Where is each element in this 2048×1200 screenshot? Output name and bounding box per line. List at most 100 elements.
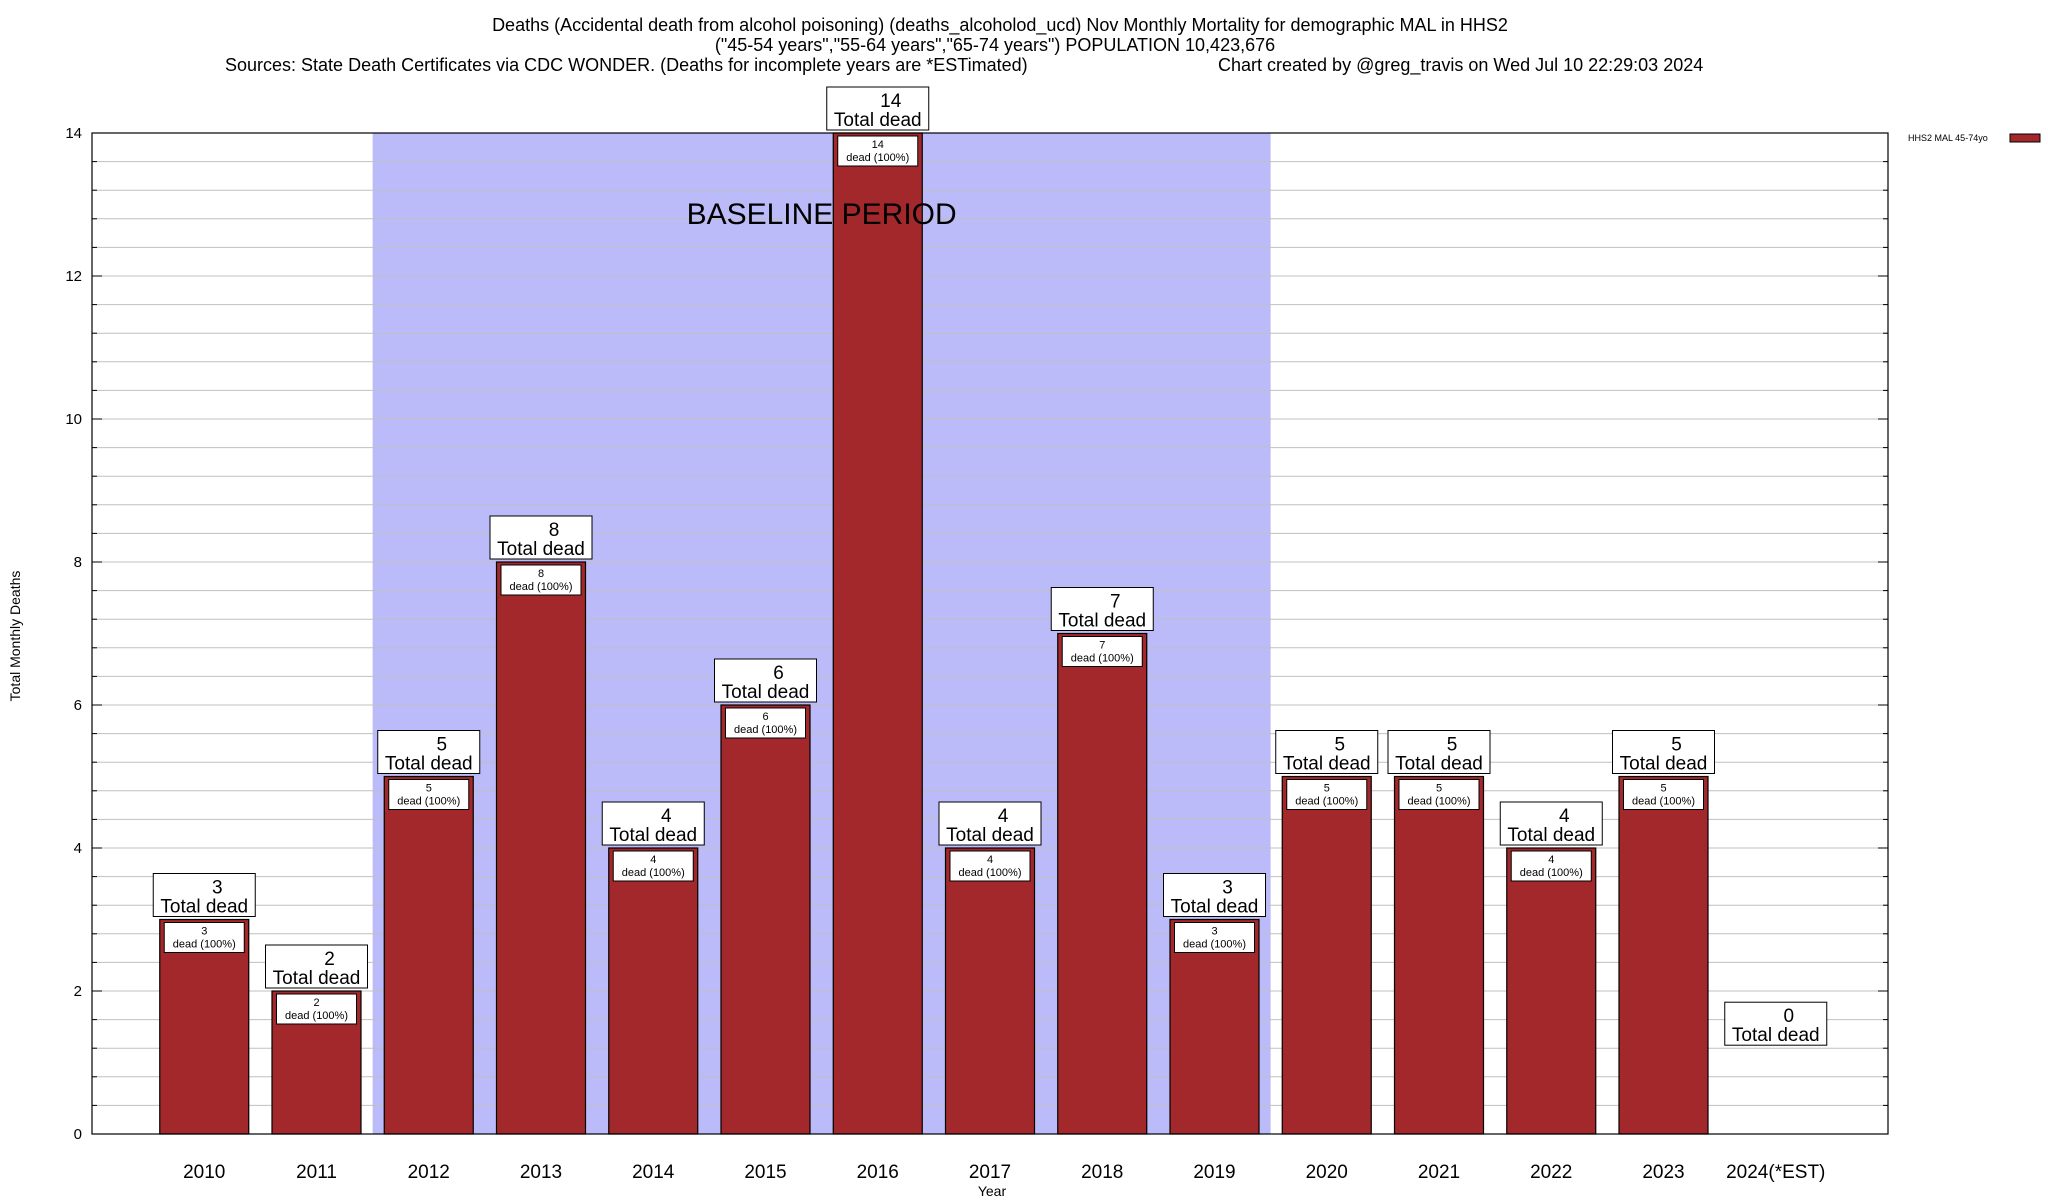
legend-series-label: HHS2 MAL 45-74yo — [1908, 133, 1988, 143]
y-tick-label: 12 — [65, 268, 82, 285]
x-tick-label: 2019 — [1193, 1162, 1235, 1183]
legend-swatch — [2009, 133, 2041, 143]
y-tick-label: 14 — [65, 125, 82, 142]
bar-total-value: 4 — [1559, 806, 1570, 827]
bar-inner-label-box — [1398, 779, 1480, 810]
y-axis-label: Total Monthly Deaths — [7, 571, 23, 702]
bar-total-label-box — [489, 515, 593, 560]
bar-total-label-box — [1275, 730, 1379, 774]
bar — [1057, 632, 1148, 1135]
bar — [1506, 847, 1597, 1135]
bar-inner-label-box — [949, 850, 1031, 882]
bar-total-caption: Total dead — [834, 110, 922, 131]
bar-total-label-box — [1387, 730, 1491, 774]
bar-total-label-box — [1163, 873, 1266, 917]
bar-inner-label-box — [725, 707, 806, 739]
bar-inner-percent: dead (100%) — [285, 1010, 348, 1022]
bar — [1169, 918, 1260, 1135]
y-tick-label: 8 — [74, 554, 82, 571]
chart-title-sources: Sources: State Death Certificates via CD… — [225, 55, 1028, 75]
bar-inner-value: 5 — [1324, 783, 1330, 795]
bar-total-value: 5 — [436, 735, 447, 756]
x-tick-label: 2024(*EST) — [1726, 1162, 1825, 1183]
bar-total-value: 2 — [324, 949, 335, 970]
bar-total-caption: Total dead — [1171, 897, 1259, 918]
bar — [1393, 775, 1485, 1135]
bar — [608, 847, 699, 1135]
legend: HHS2 MAL 45-74yo — [1908, 133, 2041, 143]
bar-total-value: 5 — [1447, 735, 1458, 756]
bar-total-caption: Total dead — [273, 968, 361, 989]
bar-inner-label-box — [163, 922, 245, 953]
y-axis: 0 2 4 6 8 10 12 14 — [65, 125, 1888, 1143]
x-tick-label: 2010 — [183, 1162, 225, 1183]
bar-total-caption: Total dead — [1395, 754, 1483, 775]
bar — [944, 847, 1036, 1135]
bar-inner-value: 5 — [1660, 783, 1666, 795]
bar-inner-label-box — [388, 779, 470, 810]
bar-inner-value: 14 — [872, 139, 884, 151]
bar-inner-label-box — [1174, 922, 1255, 953]
bar-total-value: 8 — [549, 520, 560, 541]
bar-total-label-box — [265, 944, 368, 989]
y-tick-label: 10 — [65, 411, 82, 428]
bar-inner-percent: dead (100%) — [173, 939, 236, 951]
y-tick-label: 2 — [74, 983, 82, 1000]
bar-total-label-box — [1612, 730, 1715, 774]
bar — [720, 704, 811, 1135]
bar-total-value: 14 — [880, 91, 902, 112]
x-tick-label: 2017 — [969, 1162, 1011, 1183]
bar-total-label-box — [1050, 587, 1154, 631]
x-tick-label: 2023 — [1642, 1162, 1684, 1183]
bar-inner-percent: dead (100%) — [510, 581, 573, 593]
chart-credit: Chart created by @greg_travis on Wed Jul… — [1218, 55, 1703, 76]
x-axis: 2010 2011 2012 2013 2014 2015 2016 2017 2018 2019… — [183, 1162, 1825, 1183]
bar — [159, 918, 250, 1135]
bar-total-value: 5 — [1334, 735, 1345, 756]
x-tick-label: 2012 — [408, 1162, 450, 1183]
chart-title-line-1: Deaths (Accidental death from alcohol po… — [492, 15, 1508, 36]
bar-inner-label-box — [1623, 779, 1704, 810]
bar-total-label-box — [826, 86, 930, 131]
x-tick-label: 2021 — [1418, 1162, 1460, 1183]
bar-total-caption: Total dead — [160, 897, 248, 918]
bar-inner-percent: dead (100%) — [1520, 867, 1583, 879]
bar-inner-value: 3 — [201, 926, 207, 938]
bar-inner-value: 4 — [650, 854, 656, 866]
bar-inner-label-box — [1061, 636, 1143, 667]
bar-inner-label-box — [500, 564, 582, 596]
bar-inner-percent: dead (100%) — [959, 867, 1022, 879]
bar-inner-value: 2 — [313, 997, 319, 1009]
bar-total-label-box — [1724, 1001, 1828, 1046]
bar-inner-label-box — [276, 993, 357, 1025]
bar-total-value: 6 — [773, 663, 784, 684]
bar-total-label-box — [152, 873, 256, 917]
bar-total-value: 3 — [1222, 878, 1233, 899]
bar-total-caption: Total dead — [1507, 825, 1595, 846]
bar-total-label-box — [601, 801, 705, 846]
bar-total-caption: Total dead — [722, 682, 810, 703]
x-tick-label: 2020 — [1306, 1162, 1348, 1183]
x-tick-label: 2014 — [632, 1162, 675, 1183]
bar-inner-label-box — [612, 850, 694, 882]
bar-inner-value: 4 — [987, 854, 993, 866]
y-tick-label: 4 — [74, 840, 82, 857]
bar-inner-value: 6 — [762, 711, 768, 723]
bar-total-value: 3 — [212, 878, 223, 899]
x-axis-label: Year — [978, 1183, 1007, 1199]
bar-inner-percent: dead (100%) — [622, 867, 685, 879]
bar — [832, 132, 923, 1135]
x-tick-label: 2011 — [296, 1162, 337, 1183]
bar-inner-percent: dead (100%) — [1183, 939, 1246, 951]
bar-total-caption: Total dead — [1283, 754, 1371, 775]
bar-total-caption: Total dead — [609, 825, 697, 846]
y-tick-label: 6 — [74, 697, 82, 714]
bar-inner-value: 5 — [426, 783, 432, 795]
bar-total-caption: Total dead — [385, 754, 473, 775]
bar-inner-percent: dead (100%) — [397, 796, 460, 808]
bar-inner-percent: dead (100%) — [1071, 653, 1134, 665]
bar-inner-value: 3 — [1211, 926, 1217, 938]
bar-inner-percent: dead (100%) — [734, 724, 797, 736]
